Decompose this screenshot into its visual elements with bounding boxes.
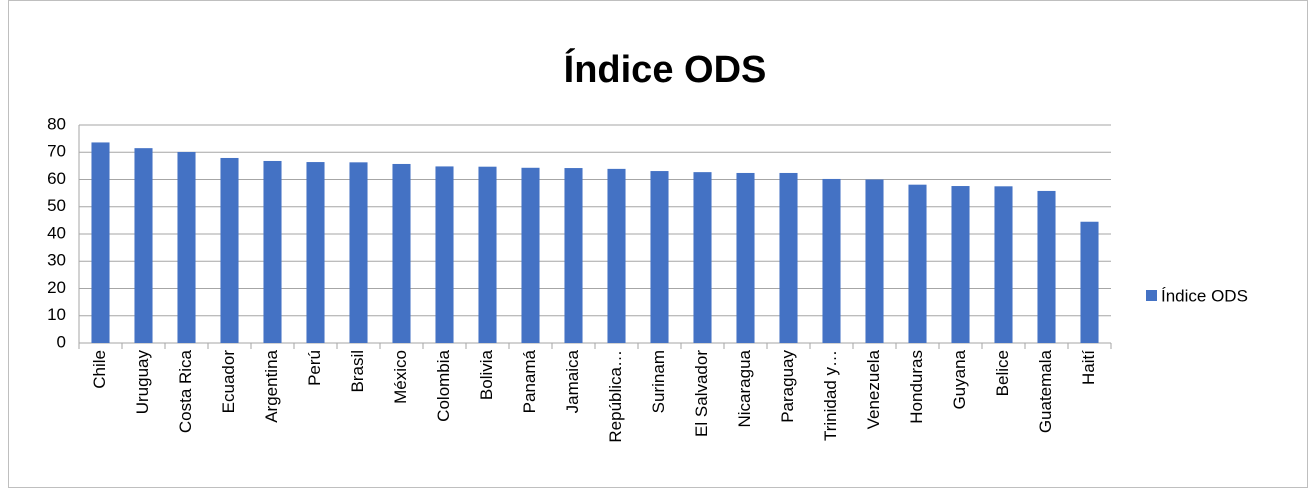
- y-tick-label: 80: [47, 114, 66, 133]
- x-tick-label: Haití: [1079, 350, 1098, 385]
- x-tick-label: Honduras: [907, 350, 926, 424]
- x-tick-label: Brasil: [348, 350, 367, 393]
- bar: [736, 172, 755, 343]
- x-tick-label: Colombia: [434, 349, 453, 421]
- y-tick-label: 0: [57, 332, 66, 351]
- bar: [865, 179, 884, 343]
- x-tick-label: Argentina: [262, 349, 281, 422]
- y-tick-label: 20: [47, 278, 66, 297]
- y-tick-label: 30: [47, 251, 66, 270]
- x-tick-label: México: [391, 350, 410, 404]
- x-tick-label: Panamá: [520, 349, 539, 413]
- x-tick-label: Uruguay: [133, 350, 152, 415]
- x-tick-label: Trinidad y…: [821, 350, 840, 441]
- bar: [1037, 190, 1056, 343]
- y-tick-label: 10: [47, 305, 66, 324]
- bar: [392, 163, 411, 343]
- bar: [521, 167, 540, 343]
- y-tick-label: 70: [47, 142, 66, 161]
- bar: [994, 186, 1013, 343]
- x-tick-label: Perú: [305, 350, 324, 386]
- bar: [306, 162, 325, 343]
- x-tick-label: Chile: [90, 350, 109, 389]
- x-tick-label: Ecuador: [219, 350, 238, 414]
- x-tick-label: Guyana: [950, 349, 969, 409]
- bar: [607, 168, 626, 343]
- chart-title: Índice ODS: [564, 47, 767, 91]
- bar: [693, 172, 712, 343]
- bar: [650, 171, 669, 343]
- legend-label: Índice ODS: [1161, 286, 1248, 305]
- bar: [478, 166, 497, 343]
- y-tick-label: 60: [47, 169, 66, 188]
- x-tick-label: República…: [606, 350, 625, 443]
- x-tick-label: Bolivia: [477, 349, 496, 400]
- x-tick-label: Surinam: [649, 350, 668, 413]
- bar: [779, 172, 798, 343]
- legend-swatch: [1146, 290, 1157, 301]
- bar: [1080, 221, 1099, 343]
- bar: [564, 168, 583, 343]
- y-tick-label: 40: [47, 223, 66, 242]
- x-tick-label: Guatemala: [1036, 349, 1055, 433]
- bar: [220, 157, 239, 343]
- x-tick-label: Paraguay: [778, 350, 797, 423]
- y-tick-label: 50: [47, 196, 66, 215]
- x-tick-label: Nicaragua: [735, 349, 754, 427]
- bar: [822, 178, 841, 343]
- x-tick-label: Jamaica: [563, 349, 582, 413]
- bar: [349, 162, 368, 343]
- x-tick-label: Belice: [993, 350, 1012, 396]
- bar: [435, 166, 454, 343]
- x-tick-label: El Salvador: [692, 350, 711, 437]
- bar: [134, 148, 153, 343]
- x-tick-label: Costa Rica: [176, 349, 195, 433]
- bar: [951, 186, 970, 343]
- bar: [908, 184, 927, 343]
- x-tick-label: Venezuela: [864, 349, 883, 429]
- bar: [263, 160, 282, 343]
- bar: [91, 142, 110, 343]
- bar: [177, 151, 196, 343]
